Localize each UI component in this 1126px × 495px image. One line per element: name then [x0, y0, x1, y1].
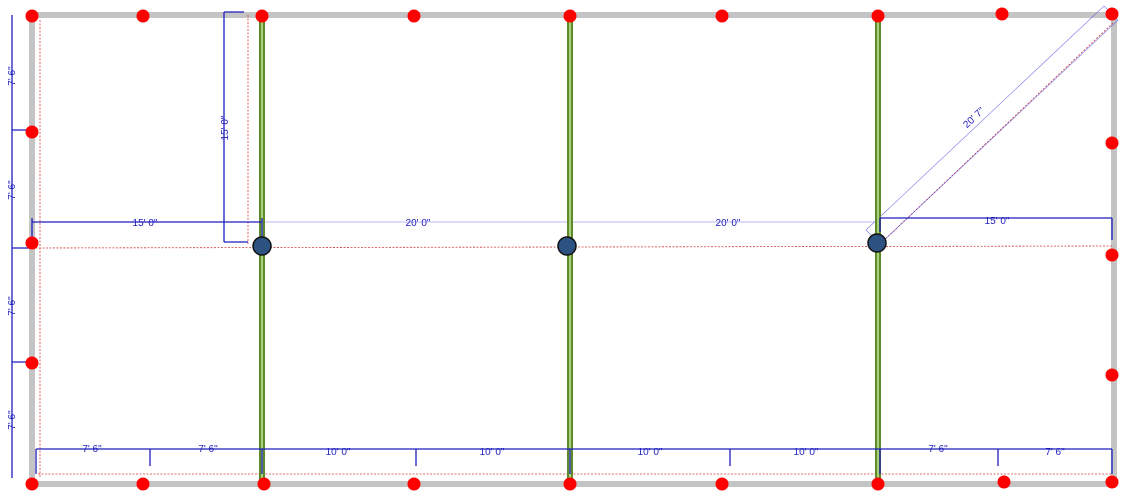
control-point[interactable]	[715, 9, 729, 23]
dim-mid-15-left: 15' 0"	[133, 218, 158, 229]
control-point[interactable]	[1105, 368, 1119, 382]
control-point[interactable]	[407, 9, 421, 23]
control-point[interactable]	[136, 9, 150, 23]
control-point[interactable]	[25, 9, 39, 23]
dim-mid-15-right: 15' 0"	[985, 216, 1010, 227]
dim-left-3: 7' 6"	[7, 296, 18, 316]
control-point[interactable]	[136, 477, 150, 491]
dim-bottom-6: 10' 0"	[794, 447, 819, 458]
control-point[interactable]	[1105, 7, 1119, 21]
diagonal-box	[865, 5, 1119, 245]
dim-bottom-3: 10' 0"	[326, 447, 351, 458]
control-point[interactable]	[997, 475, 1011, 489]
control-point[interactable]	[25, 356, 39, 370]
control-point[interactable]	[563, 477, 577, 491]
column-2[interactable]	[557, 236, 577, 256]
dim-bottom-7: 7' 6"	[928, 444, 948, 455]
dim-bottom-5: 10' 0"	[638, 447, 663, 458]
control-point[interactable]	[715, 477, 729, 491]
control-point[interactable]	[25, 236, 39, 250]
dim-mid-20-a: 20' 0"	[406, 218, 431, 229]
dim-left-2: 7' 6"	[7, 180, 18, 200]
dim-vertical-15: 15' 0"	[220, 115, 231, 140]
control-point[interactable]	[25, 125, 39, 139]
dim-bottom-8: 7' 6"	[1045, 447, 1065, 458]
column-3[interactable]	[867, 233, 887, 253]
control-point[interactable]	[1105, 136, 1119, 150]
dim-bottom-2: 7' 6"	[198, 444, 218, 455]
dim-left-4: 7' 6"	[7, 410, 18, 430]
dimension-labels: 7' 6" 7' 6" 7' 6" 7' 6" 15' 0" 15' 0" 20…	[7, 66, 1065, 458]
control-point[interactable]	[25, 477, 39, 491]
dim-left-1: 7' 6"	[7, 66, 18, 86]
dim-bottom-1: 7' 6"	[82, 444, 102, 455]
dim-diagonal: 20' 7"	[961, 105, 987, 130]
control-point[interactable]	[995, 7, 1009, 21]
control-point[interactable]	[563, 9, 577, 23]
columns[interactable]	[252, 233, 887, 256]
control-point[interactable]	[257, 477, 271, 491]
control-points[interactable]	[25, 7, 1119, 491]
control-point[interactable]	[255, 9, 269, 23]
dim-mid-20-b: 20' 0"	[716, 218, 741, 229]
control-point[interactable]	[1105, 248, 1119, 262]
dim-bottom-4: 10' 0"	[480, 447, 505, 458]
control-point[interactable]	[407, 477, 421, 491]
construction-lines	[262, 5, 1119, 245]
control-point[interactable]	[871, 9, 885, 23]
control-point[interactable]	[871, 477, 885, 491]
ref-line-horizontal	[31, 245, 1115, 249]
column-1[interactable]	[252, 236, 272, 256]
control-point[interactable]	[1105, 475, 1119, 489]
